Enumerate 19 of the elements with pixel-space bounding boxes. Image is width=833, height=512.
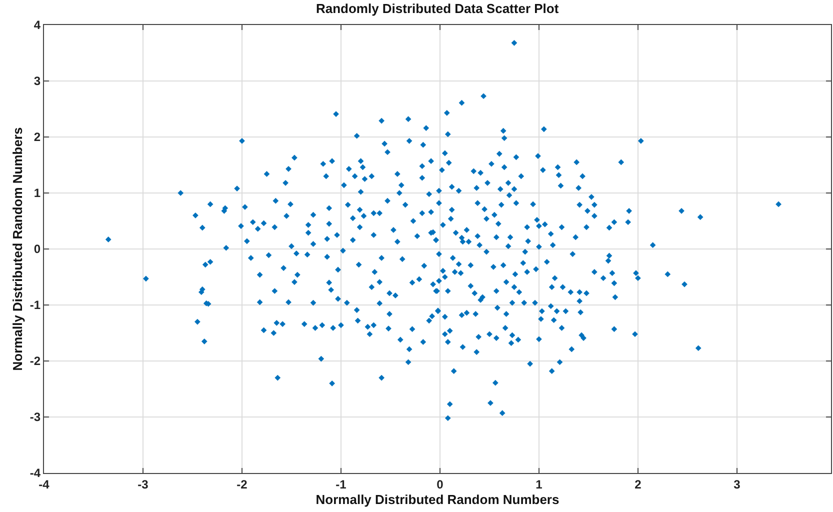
- y-tick-label: 0: [34, 242, 41, 256]
- x-tick-label: -2: [236, 477, 248, 492]
- x-axis-title: Normally Distributed Random Numbers: [316, 492, 560, 507]
- x-tick-label: -1: [336, 477, 347, 492]
- y-tick-label: -1: [30, 298, 41, 312]
- y-tick-label: 4: [34, 18, 41, 32]
- chart-title: Randomly Distributed Data Scatter Plot: [316, 1, 560, 16]
- y-tick-label: -2: [30, 354, 41, 368]
- y-tick-label: 1: [34, 186, 41, 200]
- x-tick-label: 3: [734, 477, 741, 492]
- x-tick-label: -3: [138, 477, 149, 492]
- x-tick-label: 2: [634, 477, 642, 492]
- x-tick-label: 0: [436, 477, 444, 492]
- x-tick-label: 1: [536, 477, 543, 492]
- y-tick-label: -3: [30, 410, 41, 424]
- y-tick-label: 2: [34, 130, 41, 144]
- y-axis-title: Normally Distributed Random Numbers: [10, 127, 25, 371]
- y-tick-label: 3: [34, 74, 41, 88]
- y-tick-label: -4: [30, 466, 41, 480]
